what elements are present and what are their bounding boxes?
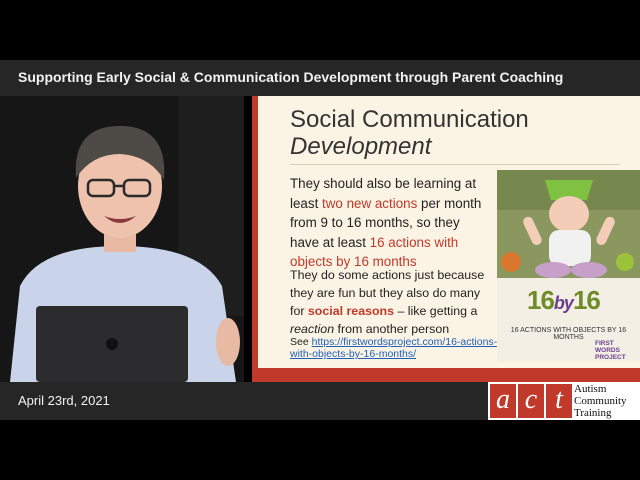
brand-16a: 16	[527, 285, 555, 315]
slide-title-line1: Social Communication	[290, 106, 529, 133]
first-words-logo: FIRST WORDS PROJECT	[595, 340, 626, 361]
slide-accent-bar	[252, 96, 258, 382]
presenter-video	[0, 96, 244, 382]
slide-title-line2: Development	[290, 133, 432, 160]
para2-text-2: – like getting a	[394, 304, 478, 318]
baby-photo: 16by16 16 ACTIONS WITH OBJECTS BY 16 MON…	[497, 170, 640, 362]
logo-wordmark: Autism Community Training	[574, 383, 627, 419]
presentation-slide: Social Communication Development They sh…	[252, 96, 640, 382]
para2-text-3: from another person	[334, 322, 450, 336]
slide-title: Social Communication Development	[290, 106, 529, 160]
title-divider	[290, 164, 620, 165]
para2-emphasis: reaction	[290, 322, 335, 336]
letterbox-top	[0, 0, 640, 60]
act-logo: a c t Autism Community Training	[488, 382, 640, 420]
brand-by: by	[553, 293, 574, 313]
logo-line-1: Autism	[574, 383, 607, 395]
letterbox-bottom	[0, 420, 640, 480]
slide-bottom-bar	[252, 368, 640, 382]
reference-line: See https://firstwordsproject.com/16-act…	[290, 336, 502, 360]
logo-letter-t: t	[546, 384, 572, 418]
reference-link[interactable]: https://firstwordsproject.com/16-actions…	[290, 336, 498, 360]
webinar-title: Supporting Early Social & Communication …	[18, 69, 564, 85]
presenter-figure	[0, 96, 244, 382]
para2-highlight: social reasons	[307, 304, 394, 318]
title-bar: Supporting Early Social & Communication …	[0, 60, 640, 96]
logo-line-3: Training	[574, 407, 612, 419]
slide-paragraph-social: They do some actions just because they a…	[290, 266, 490, 338]
image-caption: 16 ACTIONS WITH OBJECTS BY 16 MONTHS	[510, 327, 627, 341]
brand-16b: 16	[572, 285, 601, 315]
16-by-16-brand: 16by16	[527, 285, 601, 316]
slide-paragraph-actions: They should also be learning at least tw…	[290, 174, 490, 272]
logo-letter-a: a	[490, 384, 516, 418]
logo-line-2: Community	[574, 395, 627, 407]
para1-text-2: per month from 9 to 16 months, so they h…	[290, 195, 482, 250]
para1-text-1: They should also be learning at least	[290, 176, 477, 211]
reference-label: See	[290, 336, 312, 348]
baby-illustration	[497, 170, 640, 362]
logo-letter-c: c	[518, 384, 544, 418]
para2-text-1: They do some actions just because they a…	[290, 268, 485, 318]
session-date: April 23rd, 2021	[18, 393, 110, 408]
para1-highlight-1: two new actions	[322, 195, 418, 211]
para1-highlight-2: 16 actions with objects by 16 months	[290, 234, 459, 270]
